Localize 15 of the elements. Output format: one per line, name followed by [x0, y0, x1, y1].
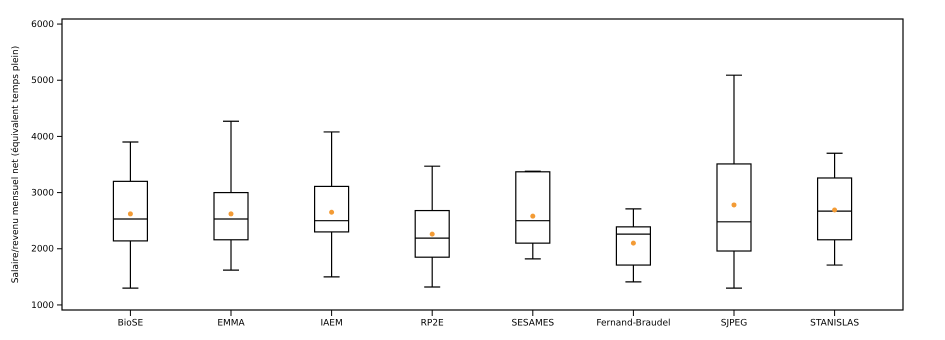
- x-tick-label: SESAMES: [511, 318, 554, 328]
- y-tick-label: 4000: [31, 132, 54, 142]
- x-tick-label: STANISLAS: [810, 318, 860, 328]
- y-tick-label: 2000: [31, 244, 54, 255]
- x-tick-label: BioSE: [118, 318, 144, 328]
- x-tick-label: Fernand-Braudel: [596, 318, 670, 328]
- y-tick-label: 1000: [31, 300, 54, 311]
- x-tick-label: RP2E: [420, 318, 444, 328]
- y-tick-label: 6000: [31, 20, 54, 30]
- x-tick-label: SJPEG: [720, 318, 748, 328]
- x-tick-label: IAEM: [320, 318, 343, 328]
- y-tick-label: 3000: [31, 188, 54, 198]
- x-tick-label: EMMA: [217, 318, 246, 328]
- y-tick-label: 5000: [31, 76, 54, 86]
- y-axis-title: Salaire/revenu mensuel net (équivalent temps plein): [10, 46, 21, 284]
